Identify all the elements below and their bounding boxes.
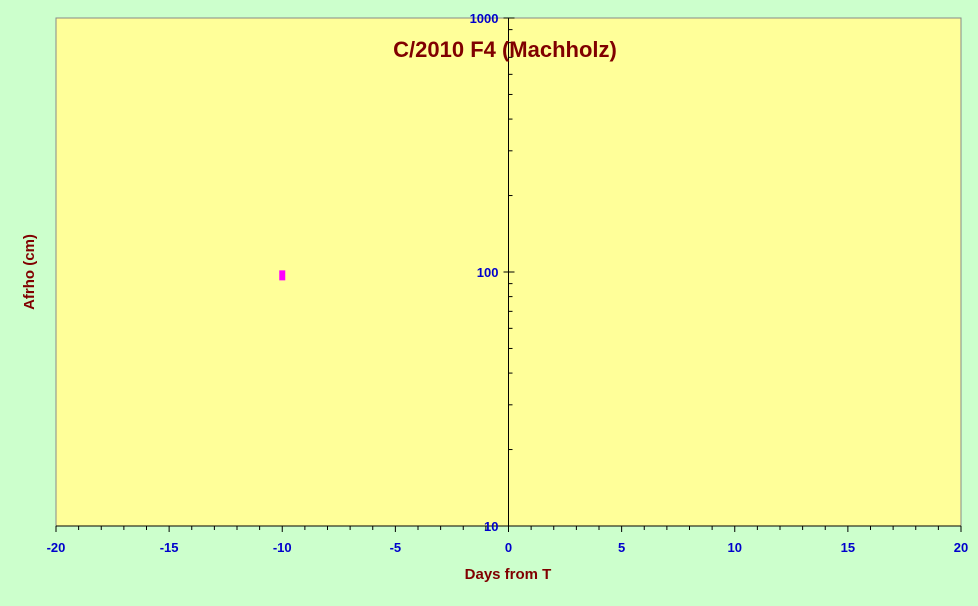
x-tick-label: 0 — [505, 540, 512, 555]
x-tick-label: 10 — [728, 540, 742, 555]
data-points — [279, 270, 286, 281]
x-tick-labels: -20 -15 -10 -5 0 5 10 15 20 — [47, 540, 969, 555]
data-point — [279, 270, 286, 281]
y-tick-labels: 10 100 1000 — [470, 11, 499, 534]
x-tick-label: -5 — [390, 540, 402, 555]
x-tick-label: 5 — [618, 540, 625, 555]
x-tick-label: -10 — [273, 540, 292, 555]
tick-marks — [55, 17, 962, 532]
y-tick-label: 10 — [484, 519, 498, 534]
y-tick-label: 100 — [477, 265, 499, 280]
y-axis-title: Afrho (cm) — [21, 234, 38, 310]
x-tick-label: 20 — [954, 540, 968, 555]
x-axis-title: Days from T — [465, 566, 552, 583]
y-tick-label: 1000 — [470, 11, 499, 26]
chart-title: C/2010 F4 (Machholz) — [393, 37, 617, 62]
x-tick-label: 15 — [841, 540, 855, 555]
x-tick-label: -20 — [47, 540, 66, 555]
x-tick-label: -15 — [160, 540, 179, 555]
